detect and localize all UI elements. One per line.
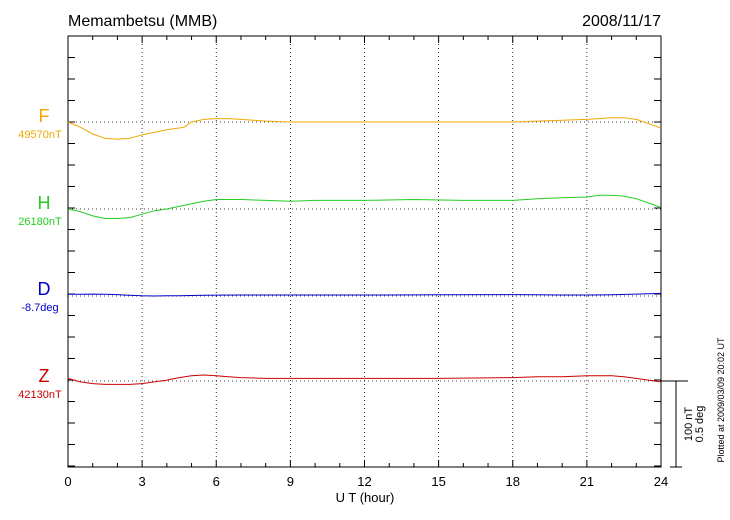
x-tick-label-21: 21 (580, 474, 594, 489)
x-tick-label-18: 18 (506, 474, 520, 489)
series-line-f (67, 117, 662, 140)
x-tick-label-24: 24 (654, 474, 668, 489)
chart-date: 2008/11/17 (582, 13, 661, 30)
x-axis-label: U T (hour) (336, 490, 395, 505)
x-tick-label-0: 0 (64, 474, 71, 489)
series-baseline-z: 42130nT (18, 389, 62, 401)
series-name-d: D (38, 279, 51, 299)
series-baseline-f: 49570nT (18, 129, 62, 141)
x-tick-label-9: 9 (287, 474, 294, 489)
series-name-z: Z (39, 366, 50, 386)
series-line-d (68, 292, 662, 297)
scale-bar: 100 nT 0.5 deg (661, 380, 706, 468)
x-tick-label-12: 12 (357, 474, 371, 489)
series-name-f: F (39, 106, 50, 126)
x-tick-label-15: 15 (431, 474, 445, 489)
scale-bar-nt-label: 100 nT (683, 407, 695, 442)
series-group: F 49570nT H 26180nT D -8.7deg Z 42130nT (18, 106, 662, 401)
plotted-at-note: Plotted at 2009/03/09 20:02 UT (716, 337, 726, 463)
series-line-h (67, 194, 662, 219)
series-line-z (67, 374, 662, 385)
series-baseline-d: -8.7deg (21, 302, 58, 314)
x-tick-label-3: 3 (139, 474, 146, 489)
series-baseline-h: 26180nT (18, 216, 62, 228)
x-tick-labels: 0 3 6 9 12 15 18 21 24 (64, 474, 668, 489)
scale-bar-deg-label: 0.5 deg (694, 406, 706, 443)
grid-lines (68, 36, 661, 467)
chart-title: Memambetsu (MMB) (68, 13, 217, 30)
x-tick-label-6: 6 (213, 474, 220, 489)
series-name-h: H (38, 193, 51, 213)
